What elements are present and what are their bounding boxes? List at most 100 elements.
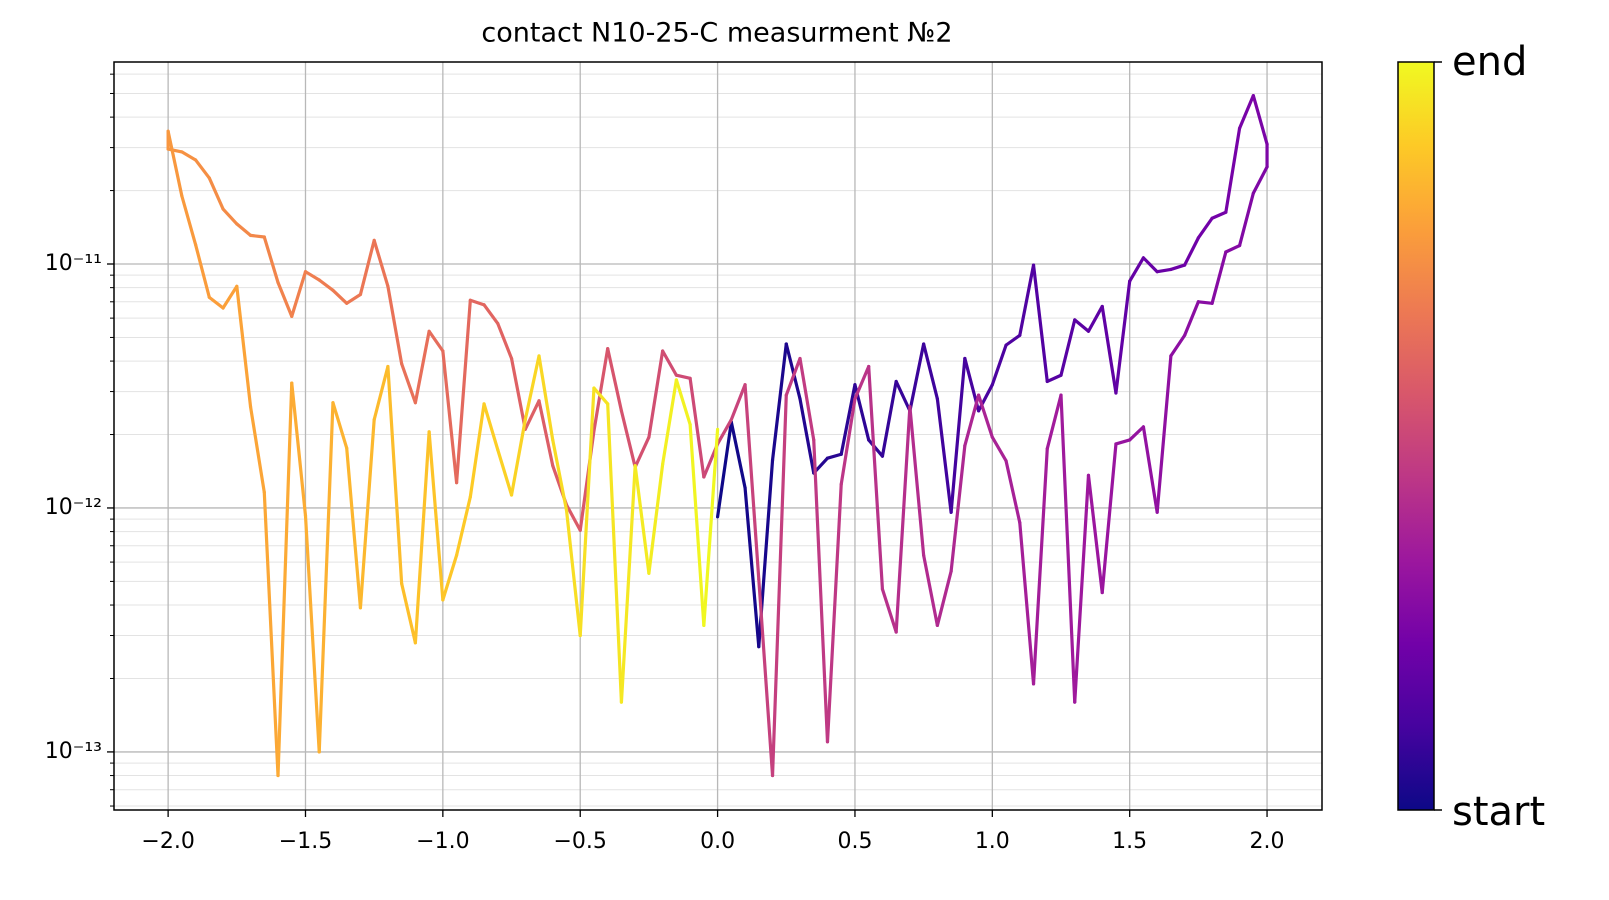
axes-frame	[113, 61, 1323, 811]
line-segment	[825, 482, 843, 744]
line-segment	[303, 270, 321, 282]
line-segment	[922, 553, 939, 628]
line-segment	[180, 150, 198, 162]
line-segment	[221, 207, 239, 226]
line-segment	[1045, 373, 1063, 384]
line-segment	[482, 303, 500, 326]
line-segment	[743, 486, 761, 649]
line-segment	[1237, 94, 1255, 130]
line-segment	[990, 435, 1008, 463]
line-segment	[784, 356, 802, 397]
plot-area	[166, 94, 1269, 778]
x-tick-label: −0.5	[554, 829, 607, 854]
line-segment	[661, 378, 678, 466]
line-segment	[1059, 318, 1077, 377]
line-segment	[290, 381, 308, 518]
line-segment	[276, 381, 294, 778]
line-segment	[262, 235, 280, 285]
line-segment	[468, 402, 486, 499]
line-segment	[1059, 393, 1077, 704]
line-segment	[592, 386, 610, 406]
line-segment	[193, 243, 211, 299]
line-segment	[674, 378, 692, 427]
line-segment	[976, 393, 994, 439]
line-segment	[331, 401, 349, 450]
line-segment	[1183, 236, 1200, 267]
line-segment	[1018, 521, 1036, 686]
line-segment	[578, 386, 596, 638]
line-segment	[400, 581, 417, 645]
line-segment	[1196, 300, 1214, 305]
line-segment	[1018, 263, 1036, 337]
line-segment	[207, 176, 225, 211]
line-segment	[1045, 393, 1063, 451]
y-tick-label: 10⁻¹¹	[45, 251, 102, 276]
line-segment	[262, 490, 280, 778]
line-segment	[180, 194, 198, 247]
line-segment	[345, 292, 363, 305]
line-segment	[221, 284, 239, 310]
line-segment	[715, 420, 733, 519]
line-segment	[1237, 191, 1255, 248]
line-segment	[235, 222, 253, 237]
line-segment	[1100, 442, 1118, 595]
colorbar	[1397, 61, 1435, 811]
x-tick-label: 1.5	[1112, 829, 1147, 854]
line-segment	[509, 418, 527, 497]
line-segment	[509, 356, 527, 431]
x-tick-label: 1.0	[975, 829, 1010, 854]
line-segment	[1086, 473, 1104, 595]
x-tick-label: 2.0	[1250, 829, 1285, 854]
line-segment	[867, 438, 885, 458]
colorbar-label: start	[1452, 789, 1545, 835]
y-tick-label: 10⁻¹²	[45, 495, 102, 520]
line-segment	[290, 270, 308, 318]
line-segment	[894, 379, 912, 413]
line-segment	[1169, 263, 1187, 272]
line-segment	[633, 464, 651, 575]
line-segment	[468, 298, 486, 307]
line-segment	[317, 401, 335, 754]
line-segment	[248, 405, 266, 494]
line-segment	[537, 399, 555, 468]
line-segment	[523, 399, 541, 431]
line-segment	[908, 405, 926, 557]
line-segment	[922, 342, 939, 401]
line-segment	[743, 383, 761, 581]
line-segment	[496, 448, 514, 497]
line-segment	[715, 418, 733, 446]
line-segment	[1210, 250, 1228, 305]
line-segment	[1100, 304, 1118, 395]
line-segment	[798, 397, 816, 475]
line-segment	[770, 342, 788, 462]
line-segment	[537, 354, 555, 442]
line-segment	[523, 354, 541, 422]
line-segment	[1155, 267, 1173, 274]
line-segment	[1031, 263, 1049, 384]
line-segment	[386, 364, 404, 586]
line-segment	[564, 503, 582, 532]
line-segment	[867, 364, 885, 591]
line-segment	[647, 349, 665, 439]
line-segment	[427, 329, 445, 353]
line-segment	[688, 376, 706, 479]
line-segment	[454, 495, 472, 557]
line-segment	[207, 295, 225, 310]
line-segment	[880, 379, 898, 458]
line-segment	[564, 508, 582, 638]
line-segment	[551, 438, 569, 512]
line-segment	[1196, 216, 1214, 240]
line-segment	[413, 329, 431, 405]
line-segment	[1004, 459, 1022, 525]
line-segment	[702, 427, 720, 628]
line-segment	[496, 321, 514, 361]
line-segment	[812, 438, 830, 744]
line-segment	[688, 422, 706, 628]
line-segment	[633, 435, 651, 469]
line-segment	[372, 238, 390, 288]
line-segment	[1073, 473, 1091, 704]
line-segment	[1128, 425, 1146, 442]
line-segment	[1169, 333, 1187, 358]
line-segment	[935, 397, 953, 514]
x-tick-label: −2.0	[141, 829, 194, 854]
